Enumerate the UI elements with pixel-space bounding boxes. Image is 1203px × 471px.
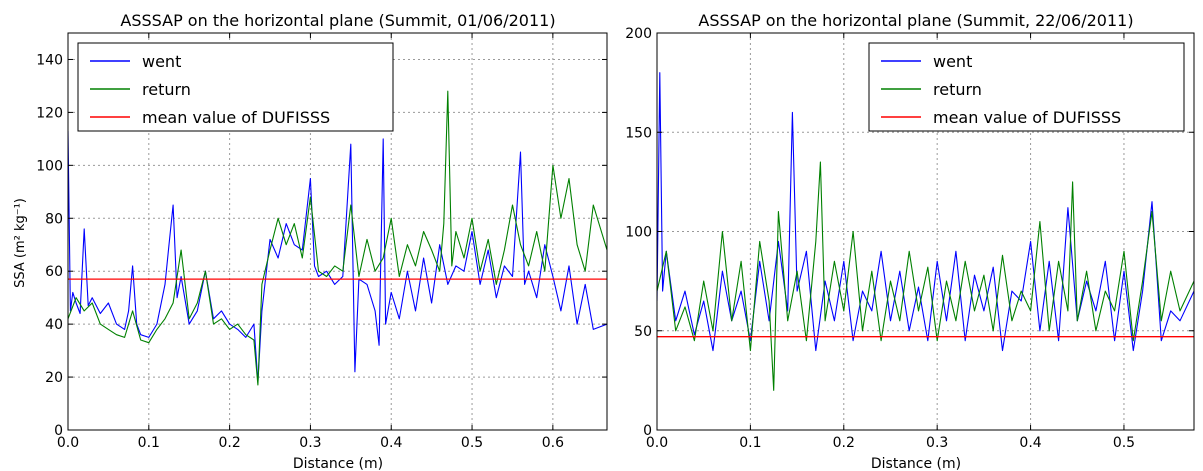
y-tick-label: 50 (634, 324, 652, 340)
legend-label: return (142, 80, 191, 99)
x-axis-label: Distance (m) (871, 456, 961, 471)
x-tick-label: 0.2 (218, 435, 240, 451)
y-tick-label: 0 (54, 423, 63, 439)
x-axis-label: Distance (m) (293, 456, 383, 471)
y-tick-label: 40 (45, 317, 63, 333)
y-tick-label: 140 (36, 52, 63, 68)
y-axis-label: SSA (m² kg⁻¹) (13, 198, 28, 288)
x-tick-label: 0.3 (926, 435, 948, 451)
x-tick-label: 0.1 (739, 435, 761, 451)
x-tick-label: 0.1 (138, 435, 160, 451)
chart-summit-0106: ASSSAP on the horizontal plane (Summit, … (13, 11, 608, 471)
x-tick-label: 0.5 (1113, 435, 1135, 451)
x-tick-label: 0.4 (380, 435, 402, 451)
series-line-1 (68, 90, 607, 386)
ticks: 0.0 0.1 0.2 0.3 0.4 0.5 0.6 0 20 40 60 80 100 120 140 (36, 33, 607, 451)
y-tick-label: 100 (625, 225, 652, 241)
y-tick-label: 200 (625, 26, 652, 42)
legend-label: mean value of DUFISSS (142, 108, 330, 127)
legend-label: mean value of DUFISSS (933, 108, 1121, 127)
x-tick-label: 0.5 (461, 435, 483, 451)
x-tick-label: 0.4 (1019, 435, 1041, 451)
chart-summit-2206: ASSSAP on the horizontal plane (Summit, … (625, 11, 1195, 471)
x-tick-label: 0.0 (646, 435, 668, 451)
x-tick-label: 0.2 (833, 435, 855, 451)
chart-title: ASSSAP on the horizontal plane (Summit, … (698, 11, 1133, 30)
legend-box (868, 42, 1185, 132)
legend-label: went (933, 52, 972, 71)
x-tick-label: 0.3 (299, 435, 321, 451)
legend: went return mean value of DUFISSS (77, 42, 394, 132)
y-tick-label: 20 (45, 370, 63, 386)
ticks: 0.0 0.1 0.2 0.3 0.4 0.5 0 50 100 150 200 (625, 26, 1194, 451)
y-tick-label: 150 (625, 125, 652, 141)
x-tick-label: 0.6 (542, 435, 564, 451)
plot-area (68, 90, 607, 386)
chart-title: ASSSAP on the horizontal plane (Summit, … (120, 11, 555, 30)
y-tick-label: 120 (36, 105, 63, 121)
series-line-0 (68, 130, 607, 383)
legend-box (77, 42, 394, 132)
legend: went return mean value of DUFISSS (868, 42, 1185, 132)
y-tick-label: 60 (45, 264, 63, 280)
series-line-1 (657, 161, 1194, 391)
y-tick-label: 80 (45, 211, 63, 227)
plot-area (657, 72, 1194, 391)
x-tick-label: 0.0 (57, 435, 79, 451)
axes-frame (67, 32, 608, 431)
y-tick-label: 0 (643, 423, 652, 439)
legend-label: return (933, 80, 982, 99)
y-tick-label: 100 (36, 158, 63, 174)
legend-label: went (142, 52, 181, 71)
